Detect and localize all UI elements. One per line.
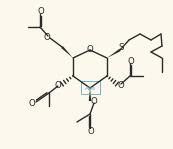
Text: O: O: [88, 127, 94, 135]
Text: O: O: [87, 45, 93, 53]
Text: S: S: [118, 44, 124, 52]
Polygon shape: [89, 88, 91, 101]
Text: O: O: [44, 32, 50, 42]
Bar: [81, 81, 100, 94]
Text: O: O: [128, 56, 134, 66]
Text: O: O: [38, 7, 44, 17]
Text: O: O: [118, 80, 124, 90]
Polygon shape: [61, 46, 73, 58]
Text: Abs: Abs: [84, 86, 95, 90]
Text: O: O: [91, 97, 97, 107]
Text: O: O: [29, 98, 35, 107]
Text: O: O: [55, 80, 61, 90]
Polygon shape: [107, 49, 121, 58]
